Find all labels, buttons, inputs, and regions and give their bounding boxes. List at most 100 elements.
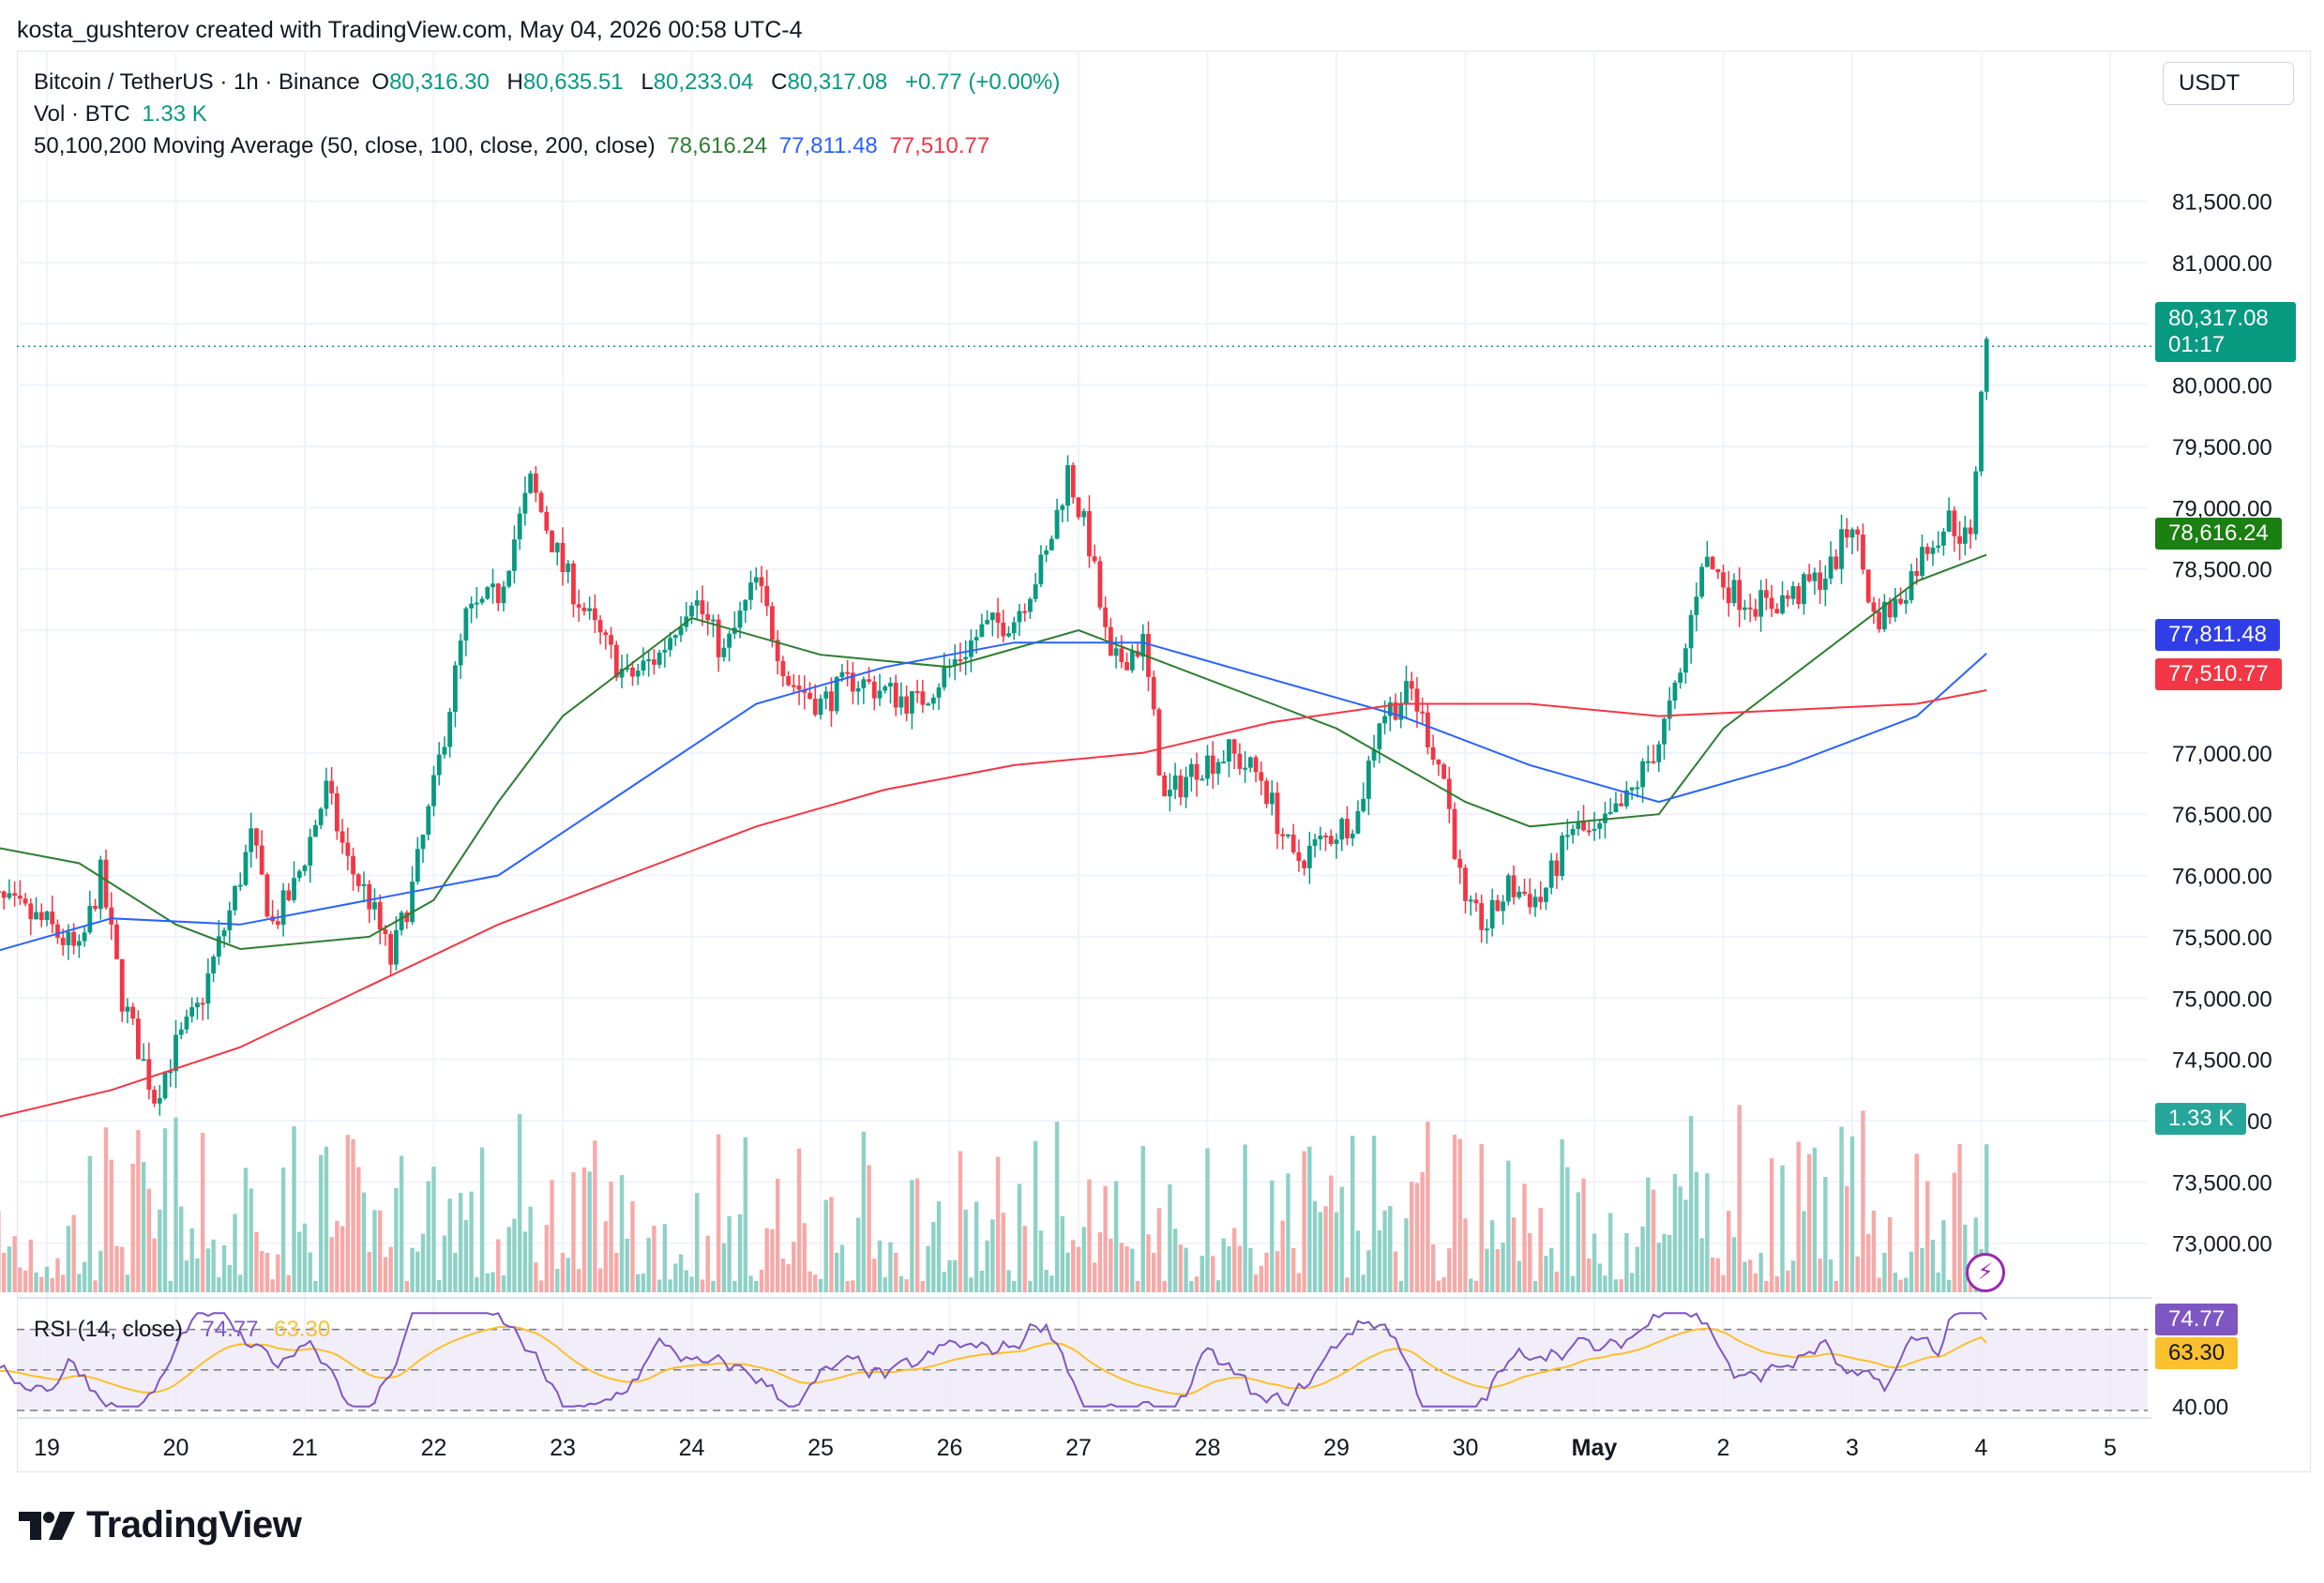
volume-bar [1302,1151,1306,1292]
candle-body [743,599,748,611]
lightning-icon[interactable]: ⚡ [1966,1253,2005,1292]
candle-body [1049,538,1054,550]
currency-selector[interactable]: USDT [2163,62,2294,105]
volume-bar [888,1242,893,1292]
candle-body [1763,590,1769,598]
candle-body [1124,661,1129,671]
candle-body [184,1016,189,1030]
volume-bar [264,1252,270,1292]
volume-bar [861,1131,867,1292]
volume-bar [780,1258,786,1292]
candle-body [103,859,109,908]
volume-bar [66,1226,71,1292]
candle-body [829,691,834,712]
candle-body [1581,822,1586,831]
volume-bar [1382,1210,1387,1292]
volume-bar [1662,1233,1667,1292]
volume-bar [114,1245,119,1292]
volume-bar [1033,1140,1038,1292]
candle-body [898,696,904,708]
candle-body [1607,812,1613,815]
candle-body [233,885,237,911]
candle-body [44,911,50,921]
rsi-label[interactable]: RSI (14, close) [34,1317,183,1342]
x-tick-label: 22 [421,1435,447,1461]
volume-bar [23,1270,28,1292]
candle-body [1828,556,1834,579]
candle-body [168,1071,174,1074]
candle-body [66,931,71,945]
volume-bar [936,1200,942,1292]
candle-body [1656,744,1662,762]
candle-body [7,893,12,898]
volume-bar [501,1274,506,1292]
volume-bar [1624,1233,1629,1292]
candle-body [850,672,855,692]
candle-body [60,937,66,945]
volume-bar [1727,1211,1731,1292]
volume-bar [50,1277,54,1292]
candle-body [737,611,743,628]
volume-bar [1619,1279,1623,1292]
volume-bar [695,1193,700,1292]
volume-bar [1140,1145,1145,1292]
volume-bar [743,1137,747,1292]
symbol-label[interactable]: Bitcoin / TetherUS · 1h · Binance [34,69,360,95]
candle-body [1006,633,1011,637]
ma-label[interactable]: 50,100,200 Moving Average (50, close, 10… [34,133,656,158]
candle-body [23,898,28,904]
volume-bar [1678,1186,1683,1292]
candle-body [1570,828,1576,836]
candle-body [1436,760,1441,765]
candle-body [770,606,775,641]
candle-body [861,679,867,688]
candle-body [1178,775,1184,798]
volume-bar [103,1127,109,1292]
volume-bar [614,1252,619,1292]
volume-label[interactable]: Vol · BTC [34,101,130,127]
candle-body [656,652,662,665]
volume-bar [1758,1252,1763,1292]
volume-bar [792,1242,796,1292]
volume-bar [195,1258,200,1292]
candle-body [727,633,732,648]
candle-body [1640,761,1645,788]
candle-body [1146,633,1151,677]
candle-body [1355,810,1361,834]
candle-body [791,685,796,687]
volume-bar [324,1146,329,1292]
candle-body [367,883,372,910]
candle-body [963,656,969,660]
volume-bar [1366,1250,1371,1292]
volume-bar [678,1254,684,1292]
volume-bar [1001,1213,1005,1292]
candle-body [1495,899,1501,912]
volume-bar [603,1221,609,1292]
volume-bar [953,1259,958,1292]
candle-body [893,683,898,708]
candle-body [1861,535,1865,570]
volume-bar [1570,1275,1576,1292]
volume-bar [1426,1122,1430,1292]
candle-body [566,563,571,573]
candle-body [195,1003,200,1007]
volume-bar [1430,1244,1436,1292]
volume-bar [39,1276,44,1292]
volume-bar [378,1210,383,1292]
candle-body [1721,572,1726,588]
candle-body [377,901,383,930]
candle-body [1221,761,1227,764]
candle-body [1522,891,1527,895]
candle-body [1758,590,1764,617]
volume-bar [259,1251,264,1292]
volume-bar [656,1279,662,1292]
candle-body [259,845,264,875]
last-price-tag: 80,317.08 01:17 [2155,302,2296,362]
candle-body [1172,775,1178,791]
candle-body [76,941,82,946]
candle-body [447,712,453,747]
volume-bar [1898,1279,1903,1292]
candle-body [1409,681,1414,689]
volume-bar [1200,1255,1204,1292]
